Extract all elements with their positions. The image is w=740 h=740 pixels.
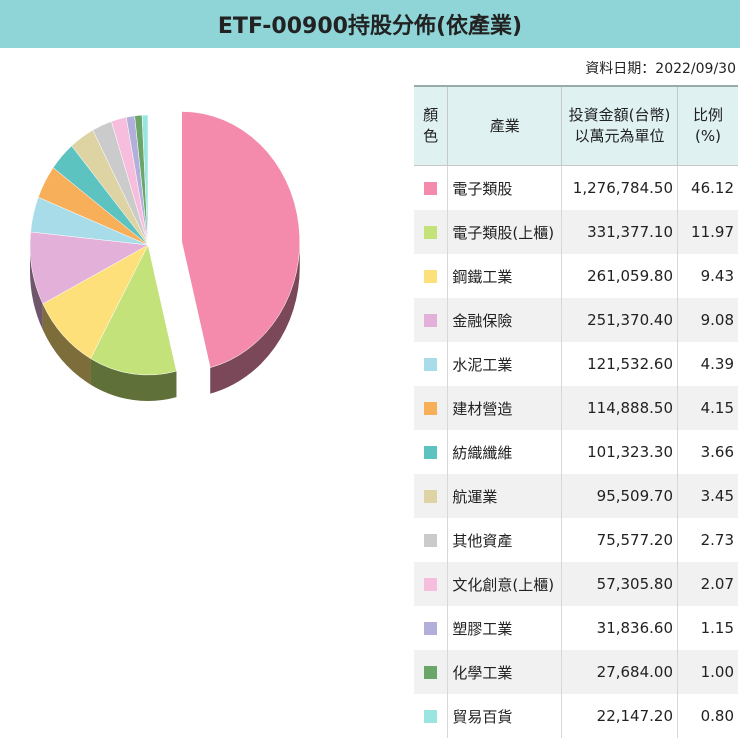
- ratio-value: 1.00: [677, 650, 738, 694]
- industry-name: 航運業: [447, 474, 563, 518]
- pie-chart: [20, 110, 320, 420]
- investment-amount: 101,323.30: [561, 430, 678, 474]
- legend-swatch: [424, 182, 438, 195]
- header-amount: 投資金額(台幣) 以萬元為單位: [561, 85, 678, 166]
- investment-amount: 331,377.10: [561, 210, 678, 254]
- header-color: 顏色: [414, 85, 449, 166]
- legend-swatch: [424, 314, 438, 327]
- legend-swatch: [424, 270, 438, 283]
- pie-slice-side: [210, 241, 300, 394]
- investment-amount: 31,836.60: [561, 606, 678, 650]
- legend-swatch-cell: [414, 342, 449, 386]
- legend-swatch-cell: [414, 562, 449, 606]
- header-amount-line1: 投資金額(台幣): [568, 106, 671, 124]
- legend-swatch-cell: [414, 518, 449, 562]
- pie-slice-side: [42, 303, 91, 385]
- header-ratio: 比例(%): [677, 85, 738, 166]
- legend-swatch: [424, 622, 438, 635]
- ratio-value: 3.66: [677, 430, 738, 474]
- legend-swatch-cell: [414, 165, 449, 210]
- investment-amount: 114,888.50: [561, 386, 678, 430]
- legend-swatch: [424, 402, 438, 415]
- legend-body: 電子類股 1,276,784.50 46.12 電子類股(上櫃) 331,377.10 1…: [414, 165, 738, 738]
- legend-swatch: [424, 490, 438, 503]
- legend-header-row: 顏色 產業 投資金額(台幣) 以萬元為單位 比例(%): [414, 85, 738, 166]
- ratio-value: 11.97: [677, 210, 738, 254]
- legend-swatch-cell: [414, 606, 449, 650]
- ratio-value: 2.07: [677, 562, 738, 606]
- ratio-value: 4.39: [677, 342, 738, 386]
- pie-slice: [90, 244, 177, 376]
- industry-name: 建材營造: [447, 386, 563, 430]
- legend-swatch: [424, 578, 438, 591]
- legend-row: 水泥工業 121,532.60 4.39: [414, 342, 738, 386]
- legend-row: 貿易百貨 22,147.20 0.80: [414, 694, 738, 738]
- industry-name: 水泥工業: [447, 342, 563, 386]
- industry-name: 文化創意(上櫃): [447, 562, 563, 606]
- legend-swatch: [424, 666, 438, 679]
- pie-slice: [181, 111, 300, 368]
- industry-name: 紡織纖維: [447, 430, 563, 474]
- legend-row: 建材營造 114,888.50 4.15: [414, 386, 738, 430]
- industry-name: 化學工業: [447, 650, 563, 694]
- legend-swatch-cell: [414, 210, 449, 254]
- header-amount-line2: 以萬元為單位: [574, 127, 665, 145]
- legend-swatch: [424, 534, 438, 547]
- header-industry: 產業: [447, 85, 563, 166]
- data-date: 資料日期：2022/09/30: [585, 61, 736, 77]
- ratio-value: 2.73: [677, 518, 738, 562]
- industry-name: 其他資產: [447, 518, 563, 562]
- legend-swatch-cell: [414, 386, 449, 430]
- industry-name: 鋼鐵工業: [447, 254, 563, 298]
- legend-row: 文化創意(上櫃) 57,305.80 2.07: [414, 562, 738, 606]
- investment-amount: 251,370.40: [561, 298, 678, 342]
- pie-slice: [141, 114, 149, 246]
- investment-amount: 261,059.80: [561, 254, 678, 298]
- industry-name: 金融保險: [447, 298, 563, 342]
- legend-swatch: [424, 358, 438, 371]
- investment-amount: 27,684.00: [561, 650, 678, 694]
- industry-name: 塑膠工業: [447, 606, 563, 650]
- legend-table: 顏色 產業 投資金額(台幣) 以萬元為單位 比例(%) 電子類股 1,276,78…: [414, 85, 738, 738]
- legend-swatch: [424, 226, 438, 239]
- legend-swatch-cell: [414, 650, 449, 694]
- investment-amount: 57,305.80: [561, 562, 678, 606]
- legend-row: 航運業 95,509.70 3.45: [414, 474, 738, 518]
- investment-amount: 1,276,784.50: [561, 165, 678, 210]
- ratio-value: 9.08: [677, 298, 738, 342]
- ratio-value: 4.15: [677, 386, 738, 430]
- legend-swatch-cell: [414, 298, 449, 342]
- legend-row: 電子類股 1,276,784.50 46.12: [414, 165, 738, 210]
- industry-name: 電子類股: [447, 165, 563, 210]
- chart-title: ETF-00900持股分佈(依產業): [0, 0, 740, 48]
- legend-swatch-cell: [414, 694, 449, 738]
- ratio-value: 1.15: [677, 606, 738, 650]
- investment-amount: 121,532.60: [561, 342, 678, 386]
- legend-row: 電子類股(上櫃) 331,377.10 11.97: [414, 210, 738, 254]
- investment-amount: 22,147.20: [561, 694, 678, 738]
- ratio-value: 0.80: [677, 694, 738, 738]
- legend-row: 金融保險 251,370.40 9.08: [414, 298, 738, 342]
- legend-row: 鋼鐵工業 261,059.80 9.43: [414, 254, 738, 298]
- legend-row: 其他資產 75,577.20 2.73: [414, 518, 738, 562]
- legend-row: 化學工業 27,684.00 1.00: [414, 650, 738, 694]
- legend-swatch-cell: [414, 430, 449, 474]
- ratio-value: 46.12: [677, 165, 738, 210]
- legend-swatch: [424, 710, 438, 723]
- legend-swatch-cell: [414, 254, 449, 298]
- legend-row: 紡織纖維 101,323.30 3.66: [414, 430, 738, 474]
- legend-swatch: [424, 446, 438, 459]
- investment-amount: 95,509.70: [561, 474, 678, 518]
- legend-row: 塑膠工業 31,836.60 1.15: [414, 606, 738, 650]
- investment-amount: 75,577.20: [561, 518, 678, 562]
- ratio-value: 9.43: [677, 254, 738, 298]
- pie-svg: [29, 111, 300, 401]
- pie-slice: [42, 244, 149, 359]
- industry-name: 電子類股(上櫃): [447, 210, 563, 254]
- industry-name: 貿易百貨: [447, 694, 563, 738]
- pie-slice-side: [90, 358, 177, 401]
- legend-swatch-cell: [414, 474, 449, 518]
- ratio-value: 3.45: [677, 474, 738, 518]
